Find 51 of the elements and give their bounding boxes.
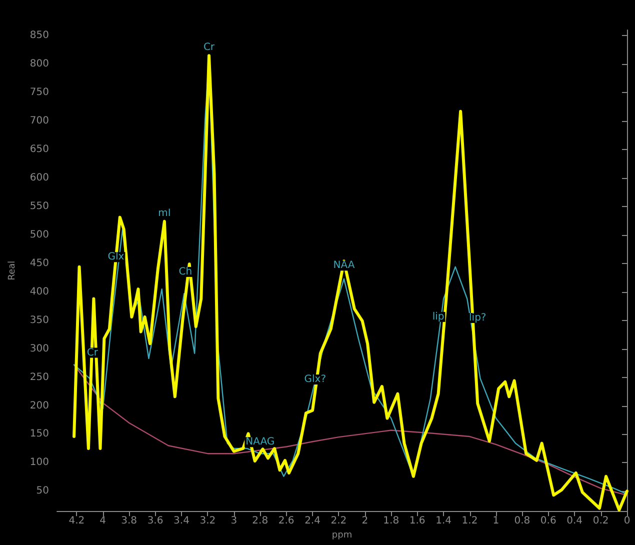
y-tick-label: 300	[30, 343, 49, 354]
y-tick-label: 600	[30, 172, 49, 184]
x-tick-label: 2.2	[330, 516, 347, 527]
x-tick-label: 2.6	[278, 516, 294, 527]
x-tick-label: 2.8	[252, 516, 268, 527]
x-tick-label: 1.6	[409, 516, 426, 527]
x-tick-label: 1.8	[383, 516, 400, 527]
x-tick-label: 0.4	[566, 516, 583, 527]
x-tick-label: 2	[362, 516, 368, 527]
y-axis-title: Real	[8, 260, 18, 280]
y-tick-label: 450	[30, 258, 49, 269]
y-tick-label: 700	[30, 116, 49, 127]
y-tick-label: 500	[30, 229, 49, 240]
y-tick-label: 400	[30, 286, 49, 298]
x-tick-label: 3.4	[174, 516, 190, 527]
y-tick-label: 200	[30, 400, 49, 412]
y-tick-label: 250	[30, 372, 49, 383]
y-tick-label: 750	[30, 87, 49, 98]
x-tick-label: 3.6	[147, 516, 164, 527]
annotation: Glx?	[304, 374, 326, 386]
annotation: Cr	[203, 42, 216, 54]
annotation: Ch	[178, 266, 192, 278]
y-tick-label: 100	[30, 457, 49, 468]
annotation: NAAG	[246, 436, 275, 448]
x-tick-label: 2.4	[304, 516, 320, 527]
x-tick-label: 1	[492, 516, 500, 527]
x-tick-label: 3	[230, 516, 238, 527]
y-tick-label: 150	[30, 428, 49, 440]
x-tick-label: 3.2	[200, 516, 216, 527]
annotation: Cr	[86, 347, 99, 358]
annotation: mI	[158, 208, 171, 219]
annotation: lip?	[469, 312, 486, 324]
y-tick-label: 650	[30, 144, 49, 156]
x-tick-label: 0.2	[592, 516, 609, 527]
x-tick-label: 4.2	[68, 516, 85, 527]
x-tick-label: 0.6	[540, 516, 556, 527]
x-tick-label: 1.4	[436, 516, 452, 527]
x-axis-title: ppm	[332, 530, 352, 540]
y-tick-label: 350	[30, 314, 49, 326]
x-tick-label: 3.8	[121, 516, 138, 527]
y-tick-label: 800	[30, 58, 49, 70]
x-tick-label: 0.8	[514, 516, 530, 527]
annotation: Glx	[108, 252, 124, 263]
x-tick-label: 4	[100, 516, 106, 527]
y-tick-label: 850	[30, 30, 49, 42]
annotation: lip	[432, 311, 444, 322]
y-tick-label: 50	[36, 486, 49, 497]
annotation: NAA	[333, 260, 355, 272]
x-tick-label: 0	[624, 516, 630, 527]
x-tick-label: 1.2	[462, 516, 478, 527]
y-tick-label: 550	[30, 201, 49, 212]
